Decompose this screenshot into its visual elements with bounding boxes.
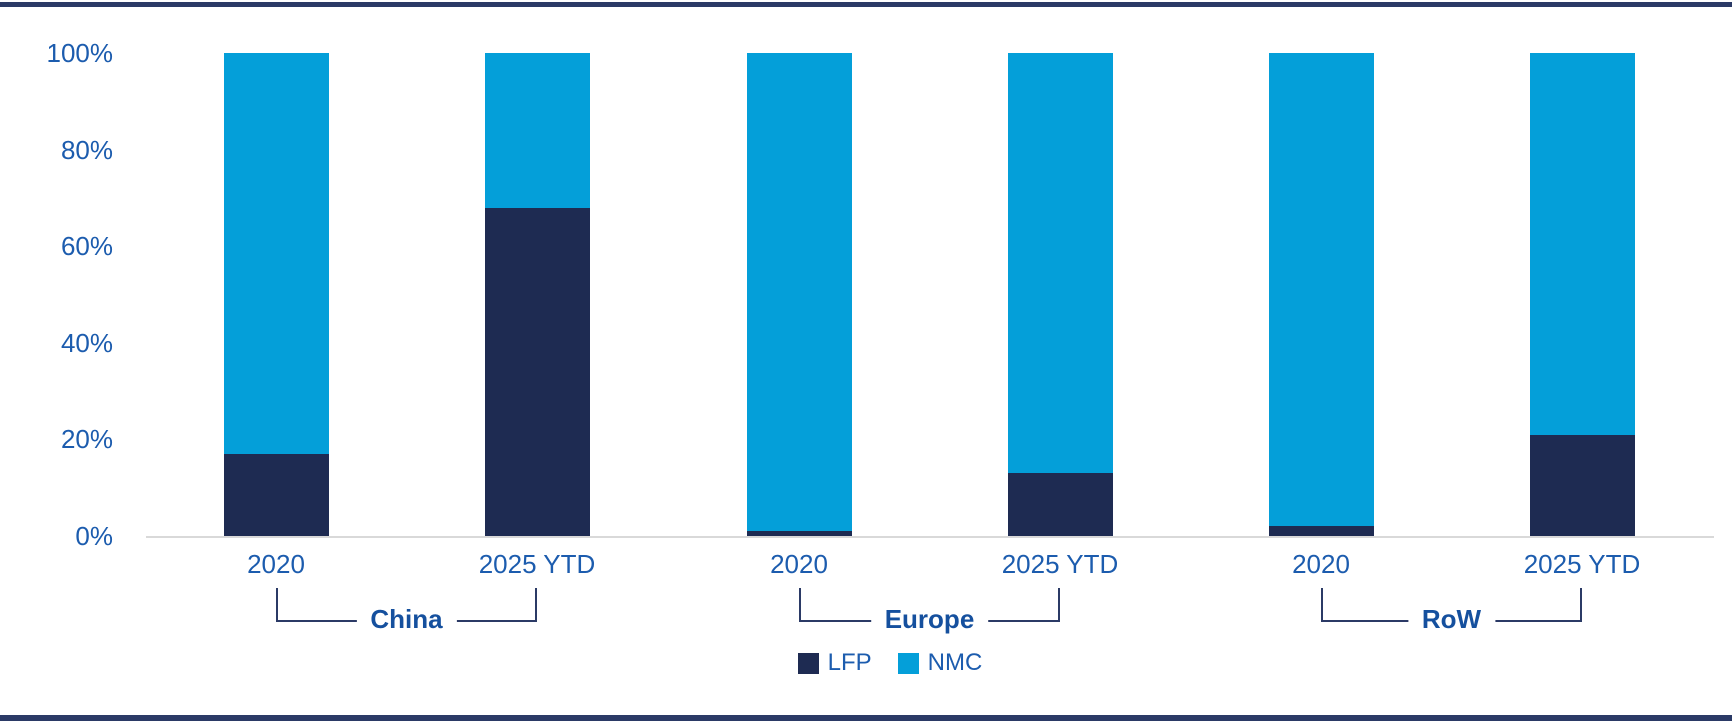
region-bracket-row: RoW [1321,588,1582,633]
y-tick-label: 20% [60,424,113,455]
top-rule [0,2,1732,7]
y-tick-label: 100% [46,38,114,68]
legend-item-nmc: NMC [897,649,983,676]
bar-segment-nmc-row-2020 [1268,53,1374,527]
bar-segment-nmc-china-2020 [223,53,329,454]
bar-segment-lfp-row-2020 [1268,526,1374,536]
legend-item-lfp: LFP [797,649,872,676]
bar-segment-lfp-europe-2025-ytd [1007,473,1113,536]
x-tick-label-europe-2025-ytd: 2025 YTD [1001,549,1119,579]
bar-segment-nmc-europe-2025-ytd [1007,53,1113,474]
x-tick-label-row-2020: 2020 [1292,549,1350,579]
region-label-row: RoW [1407,605,1496,633]
x-tick-label-row-2025-ytd: 2025 YTD [1523,549,1641,579]
bar-segment-lfp-china-2020 [223,453,329,536]
bottom-rule [0,715,1732,721]
y-tick-label: 0% [75,521,113,551]
y-tick-label: 60% [60,231,113,262]
x-tick-label-europe-2020: 2020 [770,549,828,579]
legend-label-lfp: LFP [827,649,872,676]
x-tick-label-china-2025-ytd: 2025 YTD [478,549,596,579]
x-tick-label-china-2020: 2020 [247,549,305,579]
bar-segment-lfp-europe-2020 [746,531,852,536]
bar-segment-nmc-china-2025-ytd [484,53,590,208]
legend-label-nmc: NMC [927,649,983,676]
region-bracket-china: China [276,588,537,633]
y-tick-label: 40% [60,327,113,358]
bar-segment-lfp-row-2025-ytd [1529,434,1635,536]
bar-segment-nmc-europe-2020 [746,53,852,532]
bar-segment-nmc-row-2025-ytd [1529,53,1635,435]
y-tick-label: 80% [60,134,113,165]
legend-swatch-nmc [897,652,919,674]
legend: LFP NMC [24,651,1732,675]
region-label-europe: Europe [870,605,989,633]
bar-segment-lfp-china-2025-ytd [484,207,590,536]
x-axis-line [146,536,1714,538]
region-label-china: China [356,605,457,633]
legend-swatch-lfp [797,652,819,674]
region-bracket-europe: Europe [799,588,1060,633]
